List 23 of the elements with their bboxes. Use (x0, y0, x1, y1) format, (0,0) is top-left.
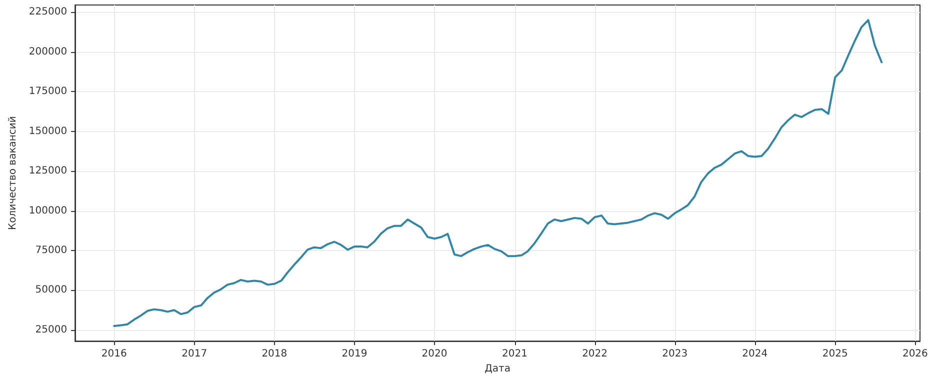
y-tick-label: 175000 (28, 86, 68, 98)
x-tick-label: 2026 (902, 348, 928, 360)
y-tick-label: 225000 (28, 6, 68, 18)
y-tick-label: 75000 (35, 245, 68, 256)
y-axis-title: Количество вакансий (8, 116, 18, 230)
line-series (113, 19, 883, 328)
x-tick-label: 2022 (582, 348, 608, 360)
x-tick-label: 2017 (182, 348, 208, 360)
y-tick-label: 25000 (35, 324, 68, 336)
y-tick-label: 200000 (28, 46, 68, 58)
x-tick-label: 2016 (101, 348, 127, 360)
x-tick-label: 2020 (422, 348, 448, 360)
x-tick-label: 2021 (502, 348, 528, 360)
x-tick-label: 2025 (822, 348, 848, 360)
y-tick-label: 150000 (28, 126, 68, 137)
y-tick-label: 125000 (28, 166, 68, 177)
y-tick-label: 100000 (28, 205, 68, 216)
x-axis-title: Дата (484, 364, 510, 374)
x-tick-label: 2019 (342, 348, 368, 360)
x-tick-label: 2018 (262, 348, 288, 360)
x-tick-label: 2023 (662, 348, 688, 360)
x-tick-label: 2024 (742, 348, 768, 360)
y-tick-label: 50000 (35, 284, 68, 296)
